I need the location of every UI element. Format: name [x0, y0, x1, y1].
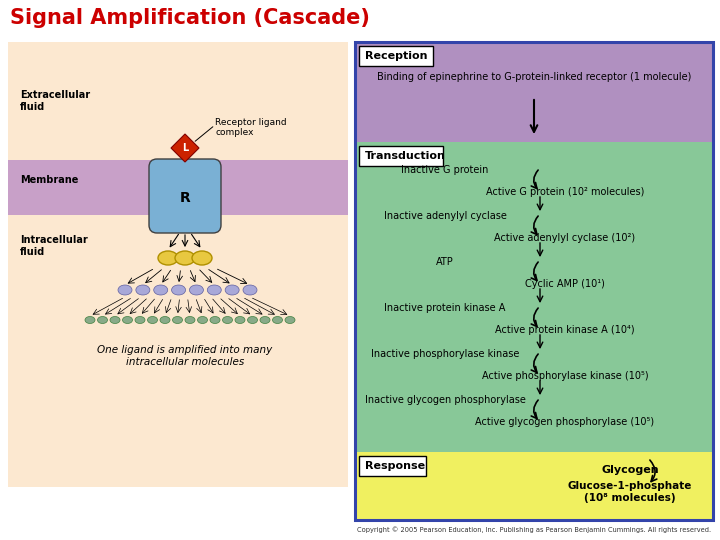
Ellipse shape — [153, 285, 168, 295]
Ellipse shape — [225, 285, 239, 295]
Ellipse shape — [160, 316, 170, 323]
Text: Active protein kinase A (10⁴): Active protein kinase A (10⁴) — [495, 325, 635, 335]
Text: Intracellular
fluid: Intracellular fluid — [20, 235, 88, 256]
Text: Active phosphorylase kinase (10⁵): Active phosphorylase kinase (10⁵) — [482, 371, 648, 381]
FancyBboxPatch shape — [359, 456, 426, 476]
Ellipse shape — [210, 316, 220, 323]
Text: One ligand is amplified into many
intracellular molecules: One ligand is amplified into many intrac… — [97, 345, 273, 367]
Ellipse shape — [189, 285, 204, 295]
Text: L: L — [182, 143, 188, 153]
Text: Glycogen: Glycogen — [601, 465, 659, 475]
Bar — [355, 142, 713, 452]
Text: Cyclic AMP (10¹): Cyclic AMP (10¹) — [525, 279, 605, 289]
FancyBboxPatch shape — [149, 159, 221, 233]
Text: Binding of epinephrine to G-protein-linked receptor (1 molecule): Binding of epinephrine to G-protein-link… — [377, 72, 691, 82]
Text: Inactive glycogen phosphorylase: Inactive glycogen phosphorylase — [364, 395, 526, 405]
FancyBboxPatch shape — [359, 146, 443, 166]
FancyBboxPatch shape — [359, 46, 433, 66]
Text: Reception: Reception — [365, 51, 428, 61]
Text: Active glycogen phosphorylase (10⁵): Active glycogen phosphorylase (10⁵) — [475, 417, 654, 427]
Ellipse shape — [272, 316, 282, 323]
Text: Receptor ligand
complex: Receptor ligand complex — [215, 118, 287, 137]
Ellipse shape — [197, 316, 207, 323]
Ellipse shape — [248, 316, 258, 323]
Text: Extracellular
fluid: Extracellular fluid — [20, 90, 90, 112]
Text: Response: Response — [365, 461, 425, 471]
Text: Transduction: Transduction — [365, 151, 446, 161]
Ellipse shape — [235, 316, 245, 323]
Ellipse shape — [171, 285, 186, 295]
Ellipse shape — [222, 316, 233, 323]
Bar — [8, 160, 348, 215]
Text: Inactive phosphorylase kinase: Inactive phosphorylase kinase — [371, 349, 519, 359]
Ellipse shape — [110, 316, 120, 323]
Ellipse shape — [243, 285, 257, 295]
Ellipse shape — [285, 316, 295, 323]
Text: Inactive adenylyl cyclase: Inactive adenylyl cyclase — [384, 211, 506, 221]
Text: Copyright © 2005 Pearson Education, Inc. Publishing as Pearson Benjamin Cummings: Copyright © 2005 Pearson Education, Inc.… — [357, 526, 711, 532]
Ellipse shape — [135, 316, 145, 323]
Bar — [8, 42, 348, 487]
Ellipse shape — [192, 251, 212, 265]
Text: Inactive G protein: Inactive G protein — [401, 165, 489, 175]
Ellipse shape — [207, 285, 221, 295]
Ellipse shape — [148, 316, 158, 323]
Text: R: R — [179, 191, 190, 205]
Text: Active adenylyl cyclase (10²): Active adenylyl cyclase (10²) — [495, 233, 636, 243]
Text: Membrane: Membrane — [20, 175, 78, 185]
Ellipse shape — [136, 285, 150, 295]
Bar — [355, 42, 713, 520]
Ellipse shape — [118, 285, 132, 295]
Ellipse shape — [85, 316, 95, 323]
Bar — [355, 452, 713, 520]
Ellipse shape — [185, 316, 195, 323]
Ellipse shape — [158, 251, 178, 265]
Text: Glucose-1-phosphate
(10⁸ molecules): Glucose-1-phosphate (10⁸ molecules) — [568, 481, 692, 503]
Bar — [355, 42, 713, 142]
Ellipse shape — [260, 316, 270, 323]
Text: Active G protein (10² molecules): Active G protein (10² molecules) — [486, 187, 644, 197]
Text: Signal Amplification (Cascade): Signal Amplification (Cascade) — [10, 8, 370, 28]
Ellipse shape — [173, 316, 182, 323]
Text: Inactive protein kinase A: Inactive protein kinase A — [384, 303, 505, 313]
Ellipse shape — [122, 316, 132, 323]
Polygon shape — [171, 134, 199, 162]
Ellipse shape — [97, 316, 107, 323]
Text: ATP: ATP — [436, 257, 454, 267]
Ellipse shape — [175, 251, 195, 265]
